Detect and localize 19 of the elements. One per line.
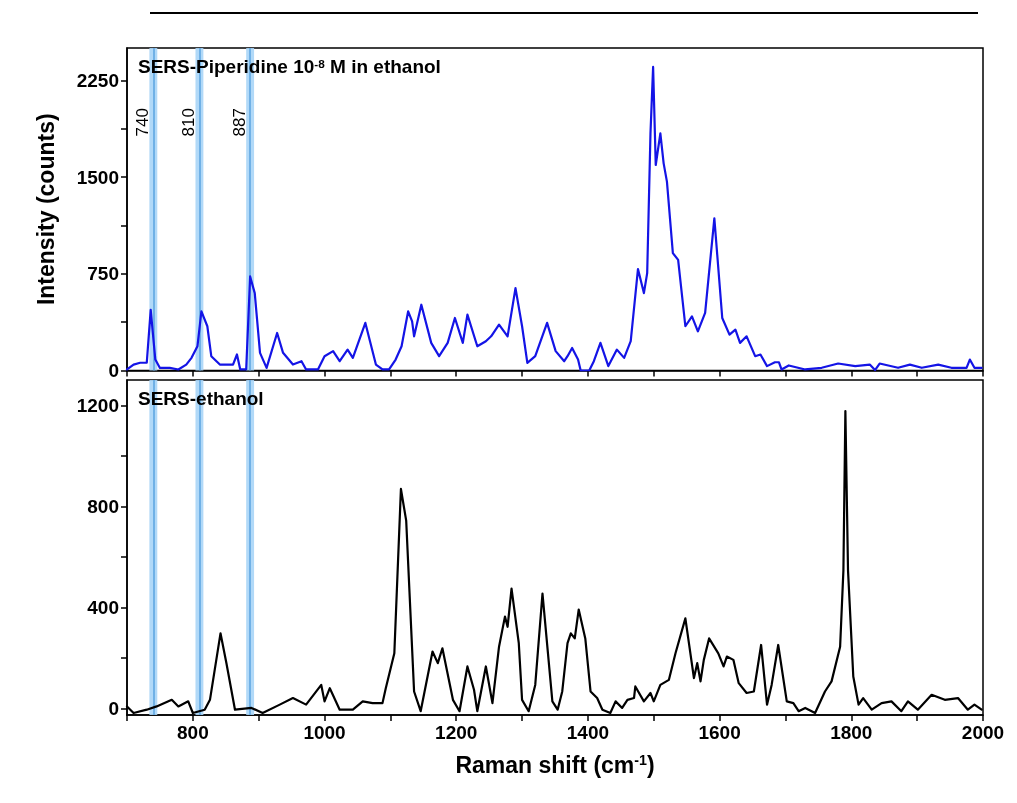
ref-line-label: 810 bbox=[179, 108, 199, 137]
x-tick-label: 1200 bbox=[435, 722, 478, 743]
x-tick-label: 1600 bbox=[698, 722, 741, 743]
x-tick-label: 1800 bbox=[830, 722, 873, 743]
y-tick-label: 750 bbox=[87, 263, 119, 285]
x-tick-label: 2000 bbox=[961, 722, 1005, 743]
ref-line-label: 887 bbox=[230, 108, 250, 137]
y-axis-title: Intensity (counts) bbox=[32, 113, 59, 306]
y-tick-label: 400 bbox=[87, 597, 119, 619]
x-tick-label: 1400 bbox=[566, 722, 610, 743]
y-tick-label: 1200 bbox=[76, 394, 119, 416]
y-tick-label: 1500 bbox=[76, 166, 119, 188]
y-tick-label: 0 bbox=[108, 698, 119, 720]
x-tick-label: 800 bbox=[176, 722, 209, 743]
y-tick-label: 2250 bbox=[76, 69, 119, 91]
ref-line-label: 740 bbox=[133, 108, 153, 137]
y-tick-label: 0 bbox=[108, 360, 119, 381]
x-tick-label: 1000 bbox=[303, 722, 346, 743]
y-tick-label: 800 bbox=[87, 495, 119, 517]
